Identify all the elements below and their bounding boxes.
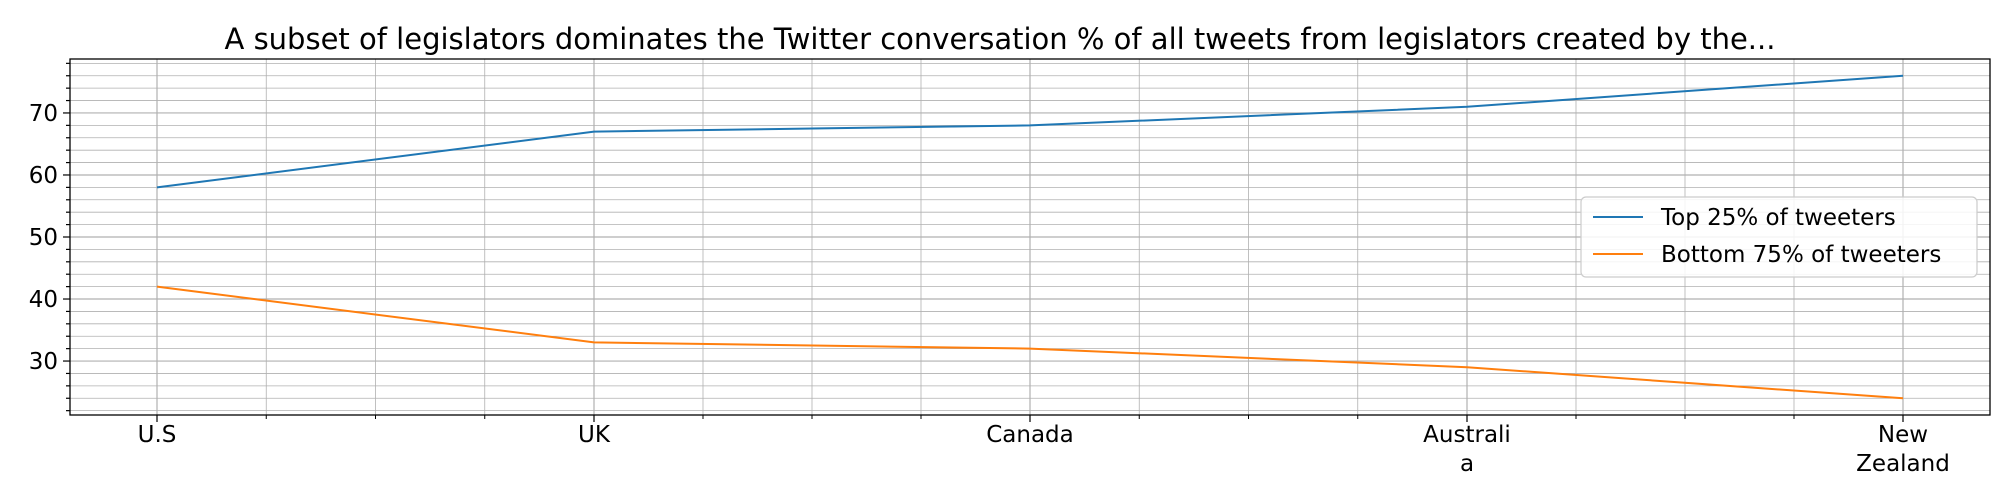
x-tick-label: U.S [138,422,177,448]
legend: Top 25% of tweeters Bottom 75% of tweeter… [1580,196,1978,278]
x-tick-label: Australi a [1423,422,1511,477]
series-lines [156,74,1904,400]
x-tick-label: Canada [986,422,1074,448]
legend-label: Top 25% of tweeters [1660,205,1896,231]
legend-label: Bottom 75% of tweeters [1661,242,1941,268]
y-tick-label: 50 [29,225,58,251]
x-tick-label: UK [578,422,611,448]
y-tick-label: 70 [29,101,58,127]
y-tick-label: 30 [29,349,58,375]
y-tick-label: 40 [29,287,58,313]
y-tick-label: 60 [29,163,58,189]
chart-title: A subset of legislators dominates the Tw… [225,22,1776,56]
axes: 30 40 50 60 70 U.S UK Canada Australi a New Zealand [29,62,1950,477]
legend-box [1580,196,1978,278]
x-tick-label: New Zealand [1856,422,1950,477]
